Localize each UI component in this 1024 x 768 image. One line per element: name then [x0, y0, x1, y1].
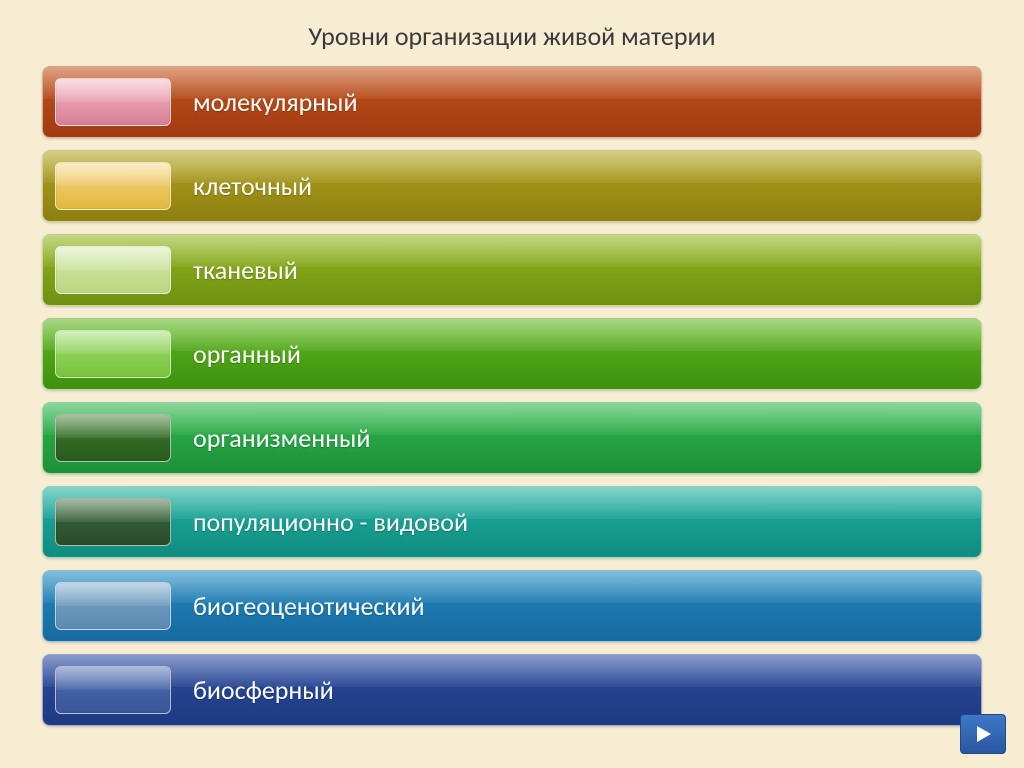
- level-bar: популяционно - видовой: [42, 486, 982, 558]
- level-bar: организменный: [42, 402, 982, 474]
- level-label: клеточный: [193, 170, 312, 202]
- level-chip: [55, 414, 171, 462]
- level-label: биосферный: [193, 674, 334, 706]
- level-chip: [55, 78, 171, 126]
- level-bar: биосферный: [42, 654, 982, 726]
- level-bar: клеточный: [42, 150, 982, 222]
- levels-stack: молекулярный клеточный тканевый органный…: [42, 66, 982, 726]
- level-label: биогеоценотический: [193, 590, 425, 622]
- level-label: органный: [193, 338, 301, 370]
- page-title: Уровни организации живой материи: [0, 0, 1024, 66]
- level-chip: [55, 582, 171, 630]
- level-bar: молекулярный: [42, 66, 982, 138]
- level-chip: [55, 330, 171, 378]
- level-bar: тканевый: [42, 234, 982, 306]
- level-label: молекулярный: [193, 86, 358, 118]
- level-bar: биогеоценотический: [42, 570, 982, 642]
- level-bar: органный: [42, 318, 982, 390]
- level-label: организменный: [193, 422, 370, 454]
- level-chip: [55, 498, 171, 546]
- level-chip: [55, 162, 171, 210]
- level-label: популяционно - видовой: [193, 506, 468, 538]
- level-label: тканевый: [193, 254, 298, 286]
- next-button[interactable]: [960, 714, 1006, 754]
- arrow-right-icon: [973, 724, 993, 744]
- level-chip: [55, 246, 171, 294]
- level-chip: [55, 666, 171, 714]
